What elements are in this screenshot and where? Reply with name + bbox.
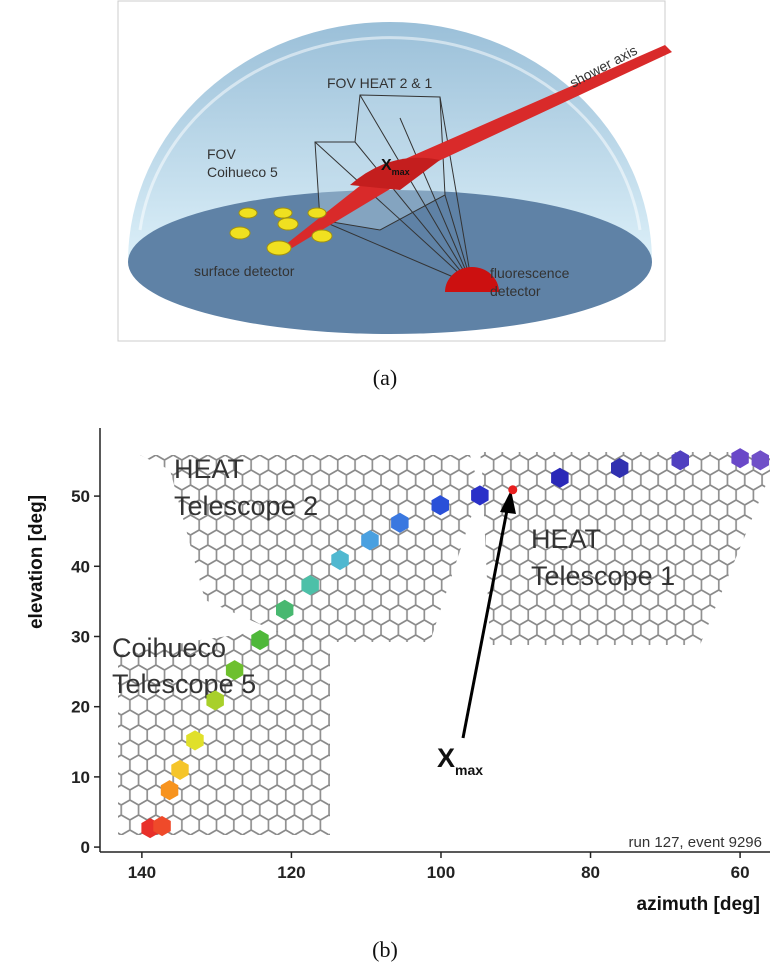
label: max bbox=[392, 167, 410, 177]
pixel bbox=[161, 781, 178, 800]
xmax-point bbox=[508, 485, 517, 494]
label: FOV HEAT 2 & 1 bbox=[327, 75, 433, 91]
annotation: Coihueco bbox=[112, 633, 226, 663]
caption: (b) bbox=[372, 937, 398, 962]
pixel bbox=[732, 449, 748, 468]
x-tick-label: 120 bbox=[277, 863, 305, 882]
figure: shower axis FOV HEAT 2 & 1 FOV Coihueco … bbox=[0, 0, 770, 977]
x-axis-label: azimuth [deg] bbox=[637, 894, 761, 915]
label: Coihueco 5 bbox=[207, 164, 278, 180]
pixel bbox=[172, 760, 188, 779]
annotation: HEAT bbox=[531, 524, 601, 554]
annotation: run 127, event 9296 bbox=[629, 834, 762, 851]
caption: (a) bbox=[373, 365, 397, 390]
x-tick-label: 100 bbox=[427, 863, 455, 882]
pixel bbox=[154, 817, 171, 836]
pixel bbox=[207, 691, 224, 710]
label: FOV bbox=[207, 146, 236, 162]
pixel bbox=[472, 486, 489, 505]
y-tick-label: 0 bbox=[81, 838, 90, 857]
pixel bbox=[432, 496, 449, 515]
label: fluorescence bbox=[490, 265, 570, 281]
annotation: max bbox=[455, 762, 483, 778]
x-tick-label: 140 bbox=[128, 863, 156, 882]
panel-a: shower axis FOV HEAT 2 & 1 FOV Coihueco … bbox=[118, 1, 672, 390]
label: detector bbox=[490, 283, 541, 299]
y-axis-label: elevation [deg] bbox=[26, 495, 47, 629]
pixel bbox=[332, 551, 349, 570]
pixel bbox=[552, 468, 569, 487]
x-tick-label: 80 bbox=[581, 863, 600, 882]
annotation: HEAT bbox=[174, 454, 244, 484]
y-tick-label: 30 bbox=[71, 627, 90, 646]
pixel bbox=[672, 451, 689, 470]
page: shower axis FOV HEAT 2 & 1 FOV Coihueco … bbox=[0, 0, 770, 977]
pixel bbox=[612, 459, 628, 478]
y-tick-label: 50 bbox=[71, 487, 90, 506]
y-tick-label: 10 bbox=[71, 768, 90, 787]
annotation: X bbox=[437, 743, 455, 773]
label: X bbox=[381, 157, 392, 174]
camera bbox=[480, 452, 770, 645]
annotation: Telescope 1 bbox=[531, 561, 675, 591]
pixel bbox=[277, 600, 293, 619]
label: surface detector bbox=[194, 263, 295, 279]
annotation: Xmax bbox=[437, 743, 483, 778]
pixel bbox=[252, 631, 268, 650]
y-tick-label: 40 bbox=[71, 557, 90, 576]
pixel bbox=[362, 531, 379, 550]
pixel bbox=[752, 451, 768, 470]
pixel bbox=[187, 731, 204, 750]
pixel bbox=[392, 513, 409, 532]
x-tick-label: 60 bbox=[731, 863, 750, 882]
y-tick-label: 20 bbox=[71, 698, 90, 717]
pixel bbox=[226, 661, 242, 680]
annotation: Telescope 2 bbox=[174, 491, 318, 521]
pixel bbox=[302, 576, 319, 595]
